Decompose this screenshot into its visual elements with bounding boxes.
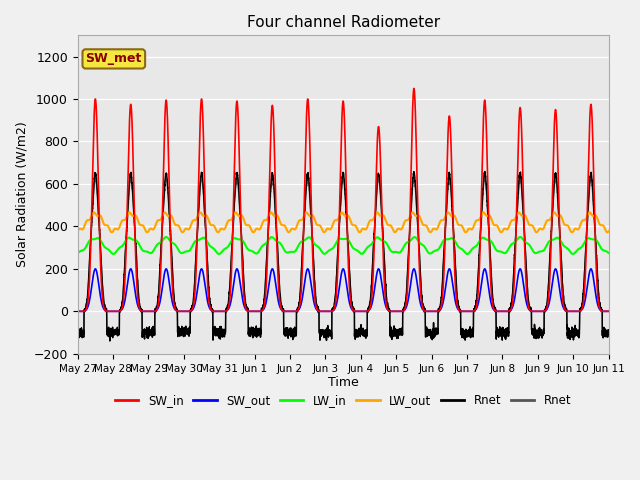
Line: Rnet: Rnet [77,177,609,341]
Rnet [106,338,114,344]
Rnet [604,328,612,334]
SW_in [492,309,500,314]
SW_in [169,293,177,299]
Rnet [433,332,440,337]
LW_out [604,229,612,235]
SW_in [604,309,612,314]
Line: SW_out: SW_out [77,269,609,312]
Line: LW_in: LW_in [77,237,609,254]
LW_out [267,209,275,215]
X-axis label: Time: Time [328,376,358,389]
LW_out [462,229,470,235]
LW_in [74,250,81,256]
LW_out [143,229,151,235]
Rnet [433,332,440,337]
SW_in [605,309,612,314]
LW_out [492,222,500,228]
SW_in [74,309,81,314]
SW_out [492,309,500,314]
Line: Rnet: Rnet [77,171,609,341]
SW_out [433,309,440,314]
SW_in [462,309,470,314]
LW_out [433,227,440,232]
SW_in [410,85,418,91]
LW_in [604,250,612,255]
Legend: SW_in, SW_out, LW_in, LW_out, Rnet, Rnet: SW_in, SW_out, LW_in, LW_out, Rnet, Rnet [110,389,576,411]
Rnet [323,328,331,334]
LW_out [74,228,81,234]
Rnet [106,338,114,344]
Rnet [74,329,81,335]
LW_out [170,217,177,223]
Rnet [492,336,500,342]
SW_out [462,309,470,314]
LW_in [605,250,612,256]
Rnet [323,328,331,334]
Rnet [481,168,489,174]
Rnet [462,329,470,335]
Y-axis label: Solar Radiation (W/m2): Solar Radiation (W/m2) [15,122,28,267]
LW_in [492,247,500,253]
LW_in [163,234,170,240]
Line: SW_in: SW_in [77,88,609,312]
SW_out [605,309,612,314]
LW_in [170,240,177,246]
Rnet [170,281,177,287]
LW_in [215,251,223,257]
Rnet [605,331,612,336]
Rnet [605,331,612,336]
SW_in [323,309,331,314]
Rnet [74,328,81,334]
SW_out [74,309,81,314]
SW_out [323,309,331,314]
SW_out [92,266,99,272]
LW_in [323,249,331,255]
Rnet [462,329,470,335]
Title: Four channel Radiometer: Four channel Radiometer [246,15,440,30]
Rnet [604,327,612,333]
Text: SW_met: SW_met [86,52,142,65]
Rnet [492,336,500,342]
Rnet [170,283,177,289]
LW_out [605,228,612,234]
Line: LW_out: LW_out [77,212,609,232]
LW_out [323,226,331,231]
Rnet [481,174,489,180]
SW_out [604,309,612,314]
SW_out [170,302,177,308]
LW_in [462,251,470,256]
SW_in [433,309,440,314]
LW_in [433,247,440,253]
